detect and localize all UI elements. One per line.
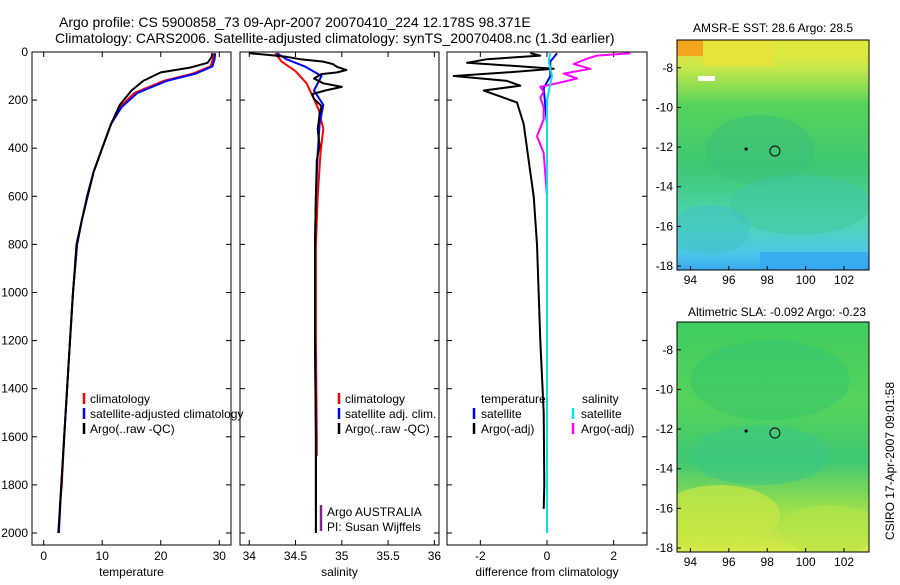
temperature-series-line-2	[57, 53, 214, 534]
csiro-timestamp-label: CSIRO 17-Apr-2007 09:01:58	[883, 382, 897, 540]
sla_map-x-tick-label: 96	[722, 555, 736, 569]
temperature-y-tick-label: 1000	[1, 285, 28, 299]
temperature-y-tick-label: 1600	[1, 430, 28, 444]
difference-legend-header-temperature: temperature	[481, 392, 546, 406]
temperature-y-tick-label: 2000	[1, 526, 28, 540]
figure-title-line-1: Argo profile: CS 5900858_73 09-Apr-2007 …	[59, 14, 531, 30]
difference-series-line-1	[542, 52, 558, 389]
temperature-y-tick-label: 400	[8, 141, 28, 155]
sst-map-frame	[676, 39, 870, 271]
temperature-legend-label: satellite-adjusted climatology	[90, 407, 243, 421]
sla-map-axes: 94 96 98 100 102 -8 -10 -12 -14 -16 -18	[656, 343, 855, 569]
difference-legend-label: Argo(-adj)	[581, 422, 634, 436]
temperature-y-tick-label: 1800	[1, 478, 28, 492]
sst_map-y-tick-label: -16	[656, 219, 674, 233]
temperature-x-tick-label: 10	[96, 549, 110, 563]
sst_map-x-tick-label: 102	[834, 273, 854, 287]
sla_map-x-tick-label: 98	[761, 555, 775, 569]
difference-x-axis-label: difference from climatology	[475, 565, 618, 579]
difference-legend-label: satellite	[581, 407, 622, 421]
salinity-panel: 34 34.5 35 35.5 36 salinity climatologysatelli…	[239, 51, 442, 579]
sst_map-y-tick-label: -10	[656, 100, 674, 114]
sla_map-x-tick-label: 102	[834, 555, 854, 569]
sst-map-field	[677, 40, 869, 270]
temperature-legend-label: climatology	[90, 392, 150, 406]
sst_map-track-dot	[744, 147, 748, 151]
sst-map-markers	[744, 145, 781, 157]
temperature-x-tick-label: 20	[154, 549, 168, 563]
salinity-x-tick-label: 34.5	[284, 549, 308, 563]
sst_map-x-tick-label: 100	[796, 273, 816, 287]
sst-map-panel: AMSR-E SST: 28.6 Argo: 28.5 94 96 98 100 102…	[656, 21, 870, 287]
salinity-annotation: PI: Susan Wijffels	[327, 520, 421, 534]
sla-map-markers	[744, 427, 781, 439]
sla-map-title: Altimetric SLA: -0.092 Argo: -0.23	[688, 305, 866, 319]
difference-series-line-2	[536, 52, 631, 461]
sst_map-y-tick-label: -14	[656, 180, 674, 194]
sla_map-track-dot	[744, 429, 748, 433]
difference-x-tick-label: 0	[544, 549, 551, 563]
sla_map-y-tick-label: -12	[656, 422, 674, 436]
salinity-x-tick-label: 36	[428, 549, 442, 563]
temperature-y-tick-label: 1400	[1, 382, 28, 396]
sla_map-argo-position-marker	[769, 427, 781, 439]
salinity-legend-label: Argo(..raw -QC)	[345, 422, 430, 436]
difference-panel: -2 0 2 difference from climatology temperatu…	[446, 51, 648, 579]
sst_map-x-tick-label: 98	[761, 273, 775, 287]
salinity-frame	[239, 51, 440, 546]
sla_map-x-tick-label: 94	[684, 555, 698, 569]
sst-map-axes: 94 96 98 100 102 -8 -10 -12 -14 -16 -18	[656, 61, 855, 287]
sla_map-y-tick-label: -18	[656, 541, 674, 555]
sst_map-y-tick-label: -18	[656, 259, 674, 273]
temperature-y-tick-label: 800	[8, 237, 28, 251]
sst_map-y-tick-label: -12	[656, 140, 674, 154]
temperature-x-tick-label: 30	[213, 549, 227, 563]
difference-series-line-3	[546, 53, 553, 533]
temperature-x-axis-label: temperature	[99, 565, 164, 579]
salinity-legend-label: satellite adj. clim.	[345, 407, 436, 421]
temperature-series-line-0	[59, 53, 215, 505]
temperature-series-line-1	[57, 53, 217, 534]
sla-map-frame	[676, 321, 870, 553]
sla_map-y-tick-label: -16	[656, 501, 674, 515]
sst_map-y-tick-label: -8	[662, 61, 673, 75]
difference-legend-label: Argo(-adj)	[481, 422, 534, 436]
temperature-y-tick-label: 1200	[1, 334, 28, 348]
sla_map-x-tick-label: 100	[796, 555, 816, 569]
sla-map-field	[677, 322, 869, 552]
salinity-x-tick-label: 34	[243, 549, 257, 563]
sst_map-x-tick-label: 96	[722, 273, 736, 287]
sla_map-y-tick-label: -14	[656, 462, 674, 476]
difference-x-tick-label: -2	[475, 549, 486, 563]
difference-x-tick-label: 2	[610, 549, 617, 563]
temperature-y-tick-label: 200	[8, 93, 28, 107]
difference-legend-label: satellite	[481, 407, 522, 421]
temperature-y-tick-label: 600	[8, 189, 28, 203]
salinity-annotation: Argo AUSTRALIA	[327, 505, 422, 519]
temperature-frame	[31, 51, 232, 546]
salinity-series-line-2	[249, 52, 348, 533]
temperature-x-tick-label: 0	[40, 549, 47, 563]
sla-map-panel: Altimetric SLA: -0.092 Argo: -0.23 94 96 9…	[656, 305, 870, 569]
temperature-y-tick-label: 0	[21, 45, 28, 59]
salinity-x-axis-label: salinity	[321, 565, 358, 579]
temperature-legend-label: Argo(..raw -QC)	[90, 422, 175, 436]
sla_map-y-tick-label: -8	[662, 343, 673, 357]
temperature-panel: 0 10 20 30 0 200 400 600 800 1000 1200 1400 1600 1800…	[1, 45, 243, 579]
salinity-x-tick-label: 35	[335, 549, 349, 563]
sst-map-title: AMSR-E SST: 28.6 Argo: 28.5	[693, 21, 853, 35]
salinity-legend-label: climatology	[345, 392, 405, 406]
salinity-x-tick-label: 35.5	[376, 549, 400, 563]
difference-legend-header-salinity: salinity	[582, 392, 619, 406]
figure-title-line-2: Climatology: CARS2006. Satellite-adjuste…	[55, 30, 615, 46]
sst_map-argo-position-marker	[769, 145, 781, 157]
difference-series-line-0	[452, 52, 555, 509]
sst_map-x-tick-label: 94	[684, 273, 698, 287]
sla_map-y-tick-label: -10	[656, 382, 674, 396]
